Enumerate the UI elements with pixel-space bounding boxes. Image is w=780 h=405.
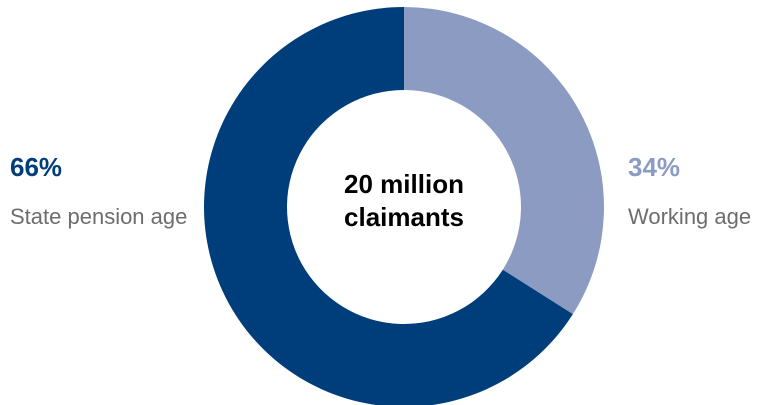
state-pension-category-label: State pension age — [10, 204, 188, 229]
donut-slice-working-age — [404, 7, 604, 315]
state-pension-percent-label: 66% — [10, 152, 63, 182]
donut-slice-state-pension-age — [204, 7, 573, 405]
center-label-line-1: 20 million — [344, 169, 464, 199]
working-age-category-label: Working age — [628, 204, 752, 229]
center-label: 20 million claimants — [304, 168, 504, 234]
center-label-line-2: claimants — [344, 202, 464, 232]
working-age-percent-label: 34% — [628, 152, 681, 182]
